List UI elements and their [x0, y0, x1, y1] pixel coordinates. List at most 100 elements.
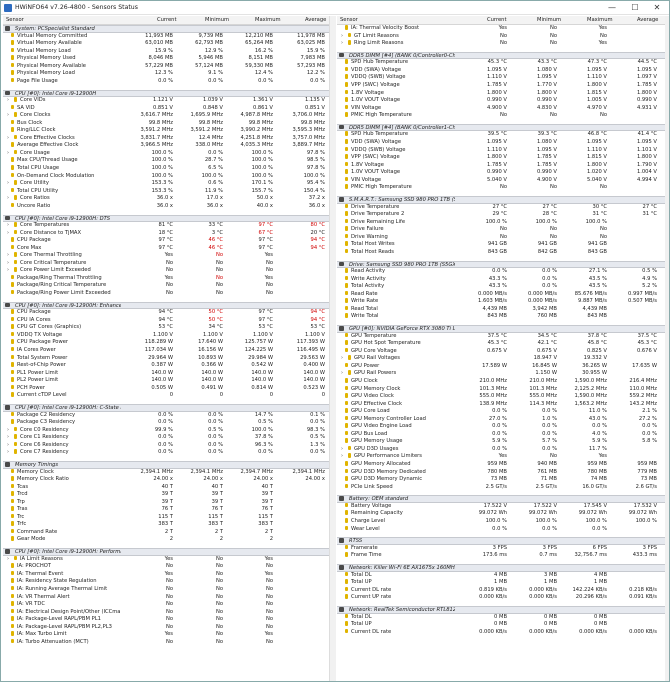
sensor-row[interactable]: Write Rate 1.603 MB/s 0.000 MB/s 9.887 MB/s… — [337, 298, 667, 306]
sensor-group-header[interactable]: CPU [#0]: Intel Core i9-12900H: Performa… — [3, 548, 329, 556]
sensor-group-header[interactable]: Battery: OEM standard — [337, 495, 667, 503]
sensor-row[interactable]: Total DL 0 MB 0 MB 0 MB — [337, 613, 667, 622]
sensor-row[interactable]: Virtual Memory Available 63,010 MB 62,793 … — [3, 40, 329, 48]
sensor-row[interactable]: Package C3 Residency 0.0 % 0.0 % 0.5 % 0.0 % — [3, 419, 329, 427]
sensor-row[interactable]: Package/Ring Critical Temperature No No No — [3, 282, 329, 290]
sensor-row[interactable]: Total CPU Utility 153.3 % 11.9 % 155.7 % 150… — [3, 187, 329, 196]
sensor-row[interactable]: GPU Video Engine Load 0.0 % 0.0 % 0.0 % 0.0 … — [337, 423, 667, 431]
sensor-row[interactable]: › Core Distance to TjMAX 18 °C 3 °C 67 °C 20 … — [3, 229, 329, 238]
sensor-row[interactable]: Total UP 1 MB 1 MB 1 MB — [337, 579, 667, 587]
sensor-row[interactable]: CPU IA Cores 94 °C 50 °C 97 °C 94 °C — [3, 316, 329, 325]
sensor-row[interactable]: › Core Effective Clocks 3,831.7 MHz 12.4 MH… — [3, 134, 329, 143]
sensor-row[interactable]: Wear Level 0.0 % 0.0 % 0.0 % — [337, 525, 667, 534]
sensor-row[interactable]: GPU Hot Spot Temperature 45.3 °C 42.1 °C 45… — [337, 340, 667, 348]
sensor-row[interactable]: GPU Memory Controller Load 27.0 % 1.0 % 43.… — [337, 415, 667, 424]
sensor-group-header[interactable]: Memory Timings — [3, 461, 329, 469]
sensor-group-header[interactable]: Network: Killer Wi-Fi 6E AX1675x 160MHz … — [337, 564, 667, 572]
sensor-row[interactable]: Bus Clock 99.8 MHz 99.8 MHz 99.8 MHz 99.8 MH… — [3, 119, 329, 128]
sensor-row[interactable]: Max CPU/Thread Usage 100.0 % 28.7 % 100.0 %… — [3, 157, 329, 165]
sensor-row[interactable]: Memory Clock Ratio 24.00 x 24.00 x 24.00 x 2… — [3, 476, 329, 484]
sensor-row[interactable]: Current UP rate 0.000 KB/s 0.000 KB/s 20.29… — [337, 594, 667, 602]
sensor-row[interactable]: PL1 Power Limit 140.0 W 140.0 W 140.0 W 140.… — [3, 369, 329, 378]
sensor-row[interactable]: Package/Ring Thermal Throttling Yes No Yes — [3, 274, 329, 283]
close-button[interactable]: ✕ — [653, 3, 661, 12]
scrollbar-left[interactable] — [329, 16, 336, 681]
sensor-row[interactable]: IA: PROCHOT No No No — [3, 563, 329, 571]
sensor-row[interactable]: › GPU Rail Powers 1.150 W 30.955 W — [337, 370, 667, 378]
sensor-row[interactable]: IA: Electrical Design Point/Other (ICCma… — [3, 608, 329, 617]
sensor-row[interactable]: › Core C6 Residency 0.0 % 0.0 % 96.3 % 1.3 % — [3, 441, 329, 450]
col-current[interactable]: Current — [487, 17, 507, 23]
sensor-row[interactable]: IA: Max Turbo Limit Yes No Yes — [3, 631, 329, 639]
col-minimum[interactable]: Minimum — [205, 17, 230, 23]
sensor-row[interactable]: Drive Failure No No No — [337, 226, 667, 234]
sensor-row[interactable]: Virtual Memory Committed 11,993 MB 9,739 M… — [3, 32, 329, 41]
sensor-row[interactable]: Ring/LLC Clock 3,591.2 MHz 3,591.2 MHz 3,99… — [3, 127, 329, 135]
sensor-row[interactable]: Framerate 3 FPS 3 FPS 6 FPS 3 FPS — [337, 544, 667, 553]
sensor-group-header[interactable]: DDR5 DIMM [#4] (BANK 0/Controller1-Chan.… — [337, 123, 667, 132]
minimize-button[interactable]: — — [608, 3, 616, 12]
sensor-group-header[interactable]: RTSS — [337, 537, 667, 545]
sensor-row[interactable]: Total DL 4 MB 3 MB 4 MB — [337, 571, 667, 580]
sensor-row[interactable]: PMIC High Temperature No No No — [337, 112, 667, 120]
expand-chevron-icon[interactable]: › — [341, 32, 343, 39]
sensor-row[interactable]: Trc 115 T 115 T 115 T — [3, 513, 329, 522]
expand-chevron-icon[interactable]: › — [341, 40, 343, 47]
sensor-row[interactable]: 1.8V Voltage 1.800 V 1.800 V 1.815 V 1.800 V — [337, 89, 667, 98]
sensor-row[interactable]: Core Max 97 °C 46 °C 97 °C 94 °C — [3, 244, 329, 253]
sensor-row[interactable]: › Ring Limit Reasons No No Yes — [337, 40, 667, 48]
sensor-row[interactable]: › Core C7 Residency 0.0 % 0.0 % 0.0 % 0.0 % — [3, 449, 329, 457]
expand-chevron-icon[interactable]: › — [7, 449, 9, 456]
expand-chevron-icon[interactable]: › — [7, 97, 9, 104]
sensor-row[interactable]: Gear Mode 2 2 2 — [3, 536, 329, 544]
sensor-row[interactable]: GPU Core Voltage 0.675 V 0.675 V 0.825 V 0.6… — [337, 347, 667, 356]
sensor-row[interactable]: Page File Usage 0.0 % 0.0 % 0.0 % 0.0 % — [3, 77, 329, 86]
sensor-row[interactable]: › Core Power Limit Exceeded No No No — [3, 267, 329, 275]
expand-chevron-icon[interactable]: › — [7, 441, 9, 448]
sensor-group-header[interactable]: System: PCSpecialist Standard — [3, 25, 329, 33]
sensor-row[interactable]: Total Host Reads 843 GB 842 GB 843 GB — [337, 248, 667, 257]
sensor-row[interactable]: Write Total 843 MB 760 MB 843 MB — [337, 313, 667, 321]
expand-chevron-icon[interactable]: › — [7, 222, 9, 229]
sensor-row[interactable]: Trcd 39 T 39 T 39 T — [3, 491, 329, 499]
sensor-row[interactable]: Physical Memory Used 8,046 MB 5,946 MB 8,15… — [3, 55, 329, 63]
sensor-row[interactable]: IA: Package-Level RAPL/PBM PL1 No No No — [3, 616, 329, 624]
col-average[interactable]: Average — [637, 17, 659, 23]
sensor-row[interactable]: GPU Temperature 37.5 °C 34.5 °C 37.8 °C 37.5… — [337, 332, 667, 341]
sensor-row[interactable]: Total System Power 29.964 W 10.893 W 29.984… — [3, 354, 329, 363]
sensor-row[interactable]: Current cTDP Level 0 0 0 0 — [3, 392, 329, 400]
sensor-row[interactable]: › Core Critical Temperature No No No — [3, 259, 329, 268]
sensor-row[interactable]: SPD Hub Temperature 45.3 °C 43.3 °C 47.3 °C… — [337, 59, 667, 67]
sensor-row[interactable]: Total CPU Usage 100.0 % 6.5 % 100.0 % 97.8 % — [3, 165, 329, 173]
sensor-row[interactable]: IA Cores Power 117.034 W 16.156 W 124.225 W… — [3, 346, 329, 355]
sensor-row[interactable]: SA VID 0.851 V 0.848 V 0.861 V 0.851 V — [3, 104, 329, 113]
expand-chevron-icon[interactable]: › — [341, 445, 343, 452]
sensor-row[interactable]: Drive Remaining Life 100.0 % 100.0 % 100.0 … — [337, 218, 667, 227]
sensor-row[interactable]: VDD (SWA) Voltage 1.095 V 1.080 V 1.095 V 1.… — [337, 139, 667, 147]
sensor-row[interactable]: IA: VR TDC No No No — [3, 601, 329, 609]
col-maximum[interactable]: Maximum — [255, 17, 281, 23]
sensor-row[interactable]: Trp 39 T 39 T 39 T — [3, 498, 329, 507]
col-average[interactable]: Average — [305, 17, 327, 23]
sensor-row[interactable]: CPU Package 97 °C 46 °C 97 °C 94 °C — [3, 237, 329, 245]
sensor-row[interactable]: IA: Residency State Regulation No No No — [3, 578, 329, 586]
sensor-row[interactable]: Drive Temperature 27 °C 27 °C 30 °C 27 °C — [337, 203, 667, 212]
sensor-row[interactable]: Remaining Capacity 99.072 Wh 99.072 Wh 99.0… — [337, 510, 667, 518]
sensor-row[interactable]: 1.8V Voltage 1.785 V 1.785 V 1.800 V 1.790 V — [337, 161, 667, 170]
sensor-row[interactable]: › Core Thermal Throttling Yes No Yes — [3, 252, 329, 260]
sensor-row[interactable]: Charge Level 100.0 % 100.0 % 100.0 % 100.0 % — [337, 518, 667, 526]
sensor-row[interactable]: GPU Bus Load 0.0 % 0.0 % 4.0 % 0.0 % — [337, 430, 667, 439]
sensor-row[interactable]: VDDQ (SWB) Voltage 1.110 V 1.095 V 1.110 V 1… — [337, 74, 667, 82]
sensor-row[interactable]: GPU D3D Memory Dedicated 780 MB 761 MB 780 … — [337, 468, 667, 477]
sensor-row[interactable]: › GT Limit Reasons No No No — [337, 32, 667, 41]
col-current[interactable]: Current — [157, 17, 177, 23]
sensor-group-header[interactable]: GPU [#0]: NVIDIA GeForce RTX 3080 Ti Lap… — [337, 325, 667, 333]
sensor-row[interactable]: Write Activity 43.3 % 0.0 % 43.5 % 4.9 % — [337, 275, 667, 284]
expand-chevron-icon[interactable]: › — [7, 555, 9, 562]
sensor-group-header[interactable]: S.M.A.R.T.: Samsung SSD 980 PRO 1TB (S5.… — [337, 196, 667, 204]
sensor-row[interactable]: 1.0V VOUT Voltage 0.990 V 0.990 V 1.020 V 1.… — [337, 169, 667, 177]
sensor-row[interactable]: IA: VR Thermal Alert No No No — [3, 593, 329, 602]
expand-chevron-icon[interactable]: › — [7, 134, 9, 141]
sensor-row[interactable]: Current DL rate 0.819 KB/s 0.000 KB/s 142.2… — [337, 586, 667, 595]
expand-chevron-icon[interactable]: › — [7, 252, 9, 259]
